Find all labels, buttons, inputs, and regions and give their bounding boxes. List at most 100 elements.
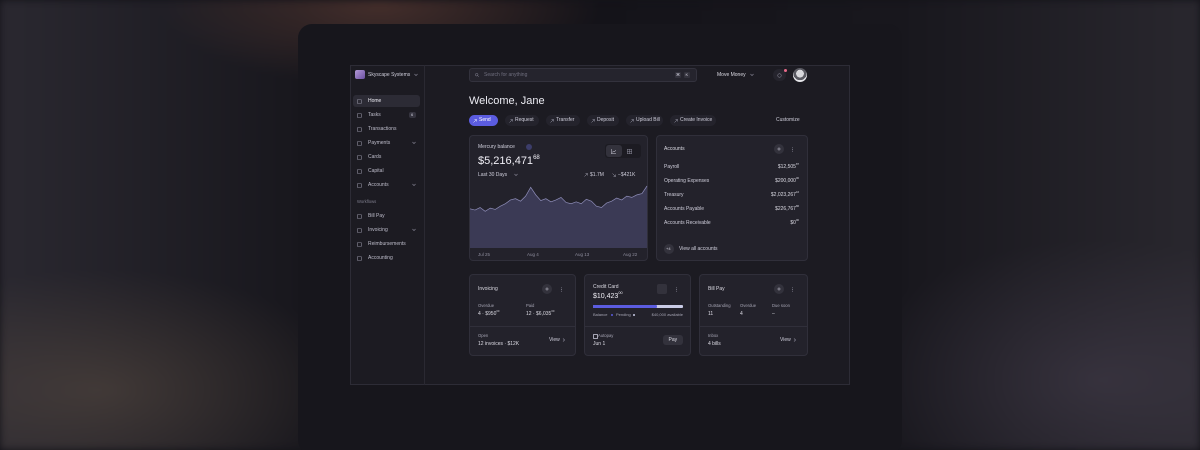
action-label[interactable]: Transfer <box>556 117 575 123</box>
avatar[interactable] <box>793 68 807 82</box>
stat-value: 12 invoices · $12K <box>478 340 520 347</box>
stat-label: Overdue <box>740 302 757 308</box>
period[interactable]: Last 30 Days <box>478 171 508 178</box>
nav-icon <box>357 182 362 188</box>
nav-icon <box>357 126 362 132</box>
autopay-check <box>593 334 598 339</box>
nav-icon <box>357 241 362 247</box>
nav-item[interactable]: Bill Pay <box>368 212 385 219</box>
stat-label: Paid <box>526 302 535 308</box>
action-button[interactable] <box>670 115 716 126</box>
card-title: Invoicing <box>478 285 498 292</box>
sidebar <box>350 65 425 385</box>
nav-item[interactable]: Reimbursements <box>368 240 406 247</box>
amount: 4 · $950 <box>478 310 497 317</box>
tasks-badge <box>409 112 416 118</box>
more <box>792 286 793 292</box>
nav-icon <box>357 112 362 118</box>
cents: 00 <box>795 218 799 222</box>
nav-active <box>353 95 420 107</box>
search-box[interactable] <box>469 68 697 82</box>
card-icon-button[interactable] <box>657 284 667 294</box>
cents: 68 <box>533 154 540 161</box>
action-label[interactable]: Request <box>515 117 534 123</box>
account-name[interactable]: Operating Expenses <box>664 177 710 184</box>
kbd <box>675 72 681 78</box>
amount: $12,505 <box>777 163 796 170</box>
view-link[interactable]: View <box>549 336 560 343</box>
card-title: Bill Pay <box>708 285 725 292</box>
amount: 12 · $6,035 <box>526 310 552 317</box>
chevron <box>412 183 416 187</box>
account-name[interactable]: Accounts Receivable <box>664 219 711 226</box>
chevron <box>562 338 566 342</box>
action-button[interactable] <box>469 115 498 126</box>
nav-item[interactable]: Accounts <box>368 181 389 188</box>
stat-label: Overdue <box>478 302 495 308</box>
action-icon <box>591 118 595 123</box>
nav-item[interactable]: Payments <box>368 139 391 146</box>
cents: 00 <box>496 309 500 313</box>
company-name: Skyscape Systems <box>368 71 411 78</box>
balance-label: Mercury balance <box>478 143 515 150</box>
nav-icon <box>357 227 362 233</box>
card-title: Credit Card <box>593 283 619 290</box>
in-arrow <box>584 173 588 177</box>
tasks-badge-count: 6 <box>411 112 414 117</box>
x-label: Aug 4 <box>527 251 539 257</box>
nav-item[interactable]: Cards <box>368 153 382 160</box>
nav-item[interactable]: Invoicing <box>368 226 388 233</box>
kbd-key: ⌘ <box>676 72 680 77</box>
cents: 16 <box>795 190 799 194</box>
nav-icon <box>357 255 362 261</box>
x-label: Aug 22 <box>623 251 638 257</box>
account-name[interactable]: Treasury <box>664 191 684 198</box>
account-name[interactable]: Payroll <box>664 163 680 170</box>
move-money[interactable]: Move Money <box>717 71 746 78</box>
chevron <box>514 173 518 177</box>
stat-label: Outstanding <box>708 302 731 308</box>
pay[interactable]: Pay <box>668 336 678 343</box>
nav-item[interactable]: Capital <box>368 167 384 174</box>
view-link[interactable]: View <box>780 336 791 343</box>
customize[interactable]: Customize <box>776 117 800 123</box>
stat-value: 11 <box>708 310 714 317</box>
legend-dot <box>633 314 635 316</box>
nav-item[interactable]: Tasks <box>368 111 381 118</box>
nav-item[interactable]: Accounting <box>368 254 393 261</box>
action-button[interactable] <box>587 115 619 126</box>
notification-icon <box>777 73 782 78</box>
amount: $2,023,267 <box>770 191 796 198</box>
action-icon <box>473 118 477 123</box>
stat-label: Open <box>478 332 489 338</box>
company-logo <box>355 70 365 79</box>
shield-icon <box>526 144 532 150</box>
action-button[interactable] <box>505 115 539 126</box>
pay-button[interactable] <box>663 335 683 345</box>
action-label[interactable]: Send <box>479 117 491 123</box>
amount: $10,423 <box>593 292 619 300</box>
greeting: Welcome, Jane <box>469 94 545 107</box>
chevron <box>414 73 418 77</box>
balance-amount: $5,216,47168 <box>478 154 540 167</box>
bill-pay-card <box>699 274 808 356</box>
action-label[interactable]: Deposit <box>597 117 614 123</box>
action-label[interactable]: Create Invoice <box>680 117 713 123</box>
action-icon <box>509 118 513 123</box>
line-icon <box>611 148 617 154</box>
action-label[interactable]: Upload Bill <box>636 117 660 123</box>
notification-button[interactable] <box>773 69 786 81</box>
plus <box>545 287 549 291</box>
action-icon <box>674 118 678 123</box>
search-placeholder: Search for anything <box>484 71 528 78</box>
nav-item[interactable]: Transactions <box>368 125 397 132</box>
stat-value: – <box>772 310 775 317</box>
action-button[interactable] <box>626 115 663 126</box>
action-button[interactable] <box>546 115 580 126</box>
account-name[interactable]: Accounts Payable <box>664 205 705 212</box>
nav-item[interactable]: Home <box>368 97 382 104</box>
search-icon <box>475 73 479 77</box>
view-all[interactable]: View all accounts <box>679 245 718 252</box>
